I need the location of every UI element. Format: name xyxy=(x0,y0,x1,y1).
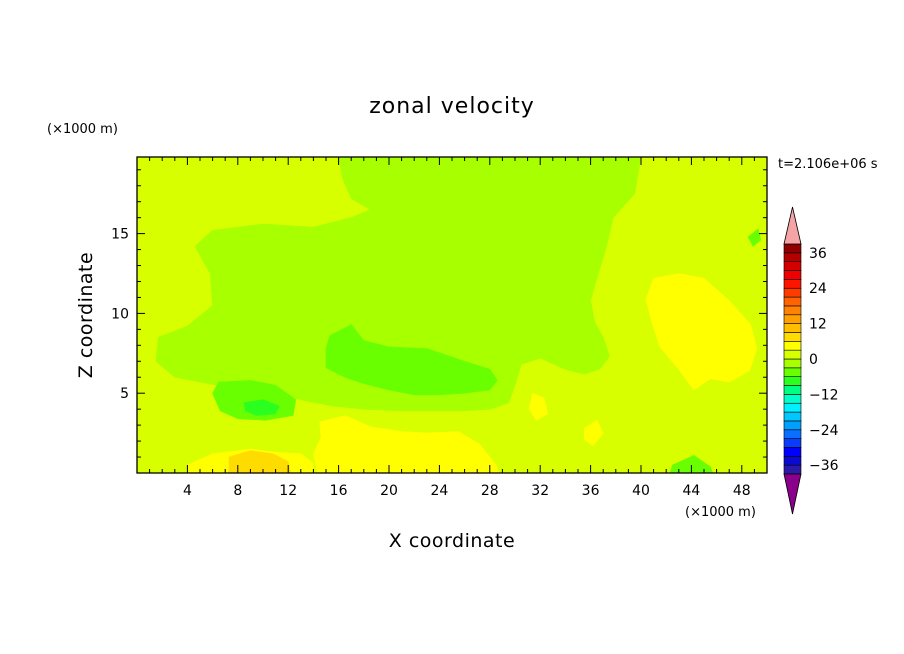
contour-region-11 xyxy=(669,455,714,473)
contour-region-6 xyxy=(528,392,549,421)
x-tick-label: 4 xyxy=(183,483,192,499)
contour-region-10 xyxy=(243,399,280,416)
colorbar-swatch xyxy=(783,341,802,351)
colorbar-swatch xyxy=(783,358,802,369)
contour-region-12 xyxy=(747,228,762,247)
colorbar-swatch xyxy=(783,305,802,316)
y-tick-label: 15 xyxy=(111,227,129,243)
y-tick-label: 5 xyxy=(120,386,129,402)
colorbar: −36 −24 −12 0 12 24 36 xyxy=(783,206,839,515)
colorbar-tick-label: 36 xyxy=(809,246,827,262)
x-tick-label: 44 xyxy=(682,483,700,499)
colorbar-tick-label: −24 xyxy=(809,423,839,439)
contour-region-1 xyxy=(155,157,642,412)
x-tick-label: 12 xyxy=(279,483,297,499)
colorbar-swatch xyxy=(783,279,802,289)
colorbar-tick-label: 24 xyxy=(809,281,827,297)
colorbar-swatch xyxy=(783,252,802,262)
colorbar-over-arrow xyxy=(783,206,802,245)
colorbar-swatch xyxy=(783,411,802,422)
colorbar-swatch xyxy=(783,270,802,280)
x-tick-label: 36 xyxy=(582,483,600,499)
colorbar-swatch xyxy=(783,332,802,342)
colorbar-swatch xyxy=(783,447,802,457)
colorbar-swatch xyxy=(783,349,802,360)
colorbar-swatch xyxy=(783,456,802,466)
colorbar-tick-label: 0 xyxy=(809,352,818,368)
colorbar-under-arrow xyxy=(783,473,802,515)
x-tick-label: 32 xyxy=(531,483,549,499)
colorbar-swatch xyxy=(783,287,802,298)
x-tick-label: 40 xyxy=(632,483,650,499)
contour-region-3 xyxy=(313,415,499,473)
colorbar-swatch xyxy=(783,385,802,395)
colorbar-swatch xyxy=(783,261,802,271)
colorbar-swatch xyxy=(783,438,802,448)
contour-region-2 xyxy=(645,273,758,391)
x-tick-label: 20 xyxy=(380,483,398,499)
colorbar-tick-label: −12 xyxy=(809,387,839,403)
y-axis: 5 10 15 xyxy=(111,169,767,458)
colorbar-swatch xyxy=(783,296,802,307)
x-tick-label: 16 xyxy=(330,483,348,499)
x-tick-label: 28 xyxy=(481,483,499,499)
colorbar-swatch xyxy=(783,243,802,254)
chart-title: zonal velocity xyxy=(369,94,535,119)
x-tick-label: 48 xyxy=(733,483,751,499)
colorbar-tick-label: 12 xyxy=(809,317,827,333)
colorbar-tick-label: −36 xyxy=(809,458,839,474)
plot-area xyxy=(136,156,768,474)
contour-region-8 xyxy=(325,324,498,396)
y-axis-label: Z coordinate xyxy=(75,252,97,378)
colorbar-swatch xyxy=(783,429,802,439)
colorbar-swatch xyxy=(783,394,802,404)
colorbar-swatch xyxy=(783,420,802,431)
time-label: t=2.106e+06 s xyxy=(778,157,878,172)
y-tick-label: 10 xyxy=(111,306,129,322)
x-axis: 4 8 12 16 20 24 28 32 36 40 44 48 xyxy=(149,157,755,499)
colorbar-swatch xyxy=(783,376,802,386)
colorbar-swatch xyxy=(783,323,802,333)
y-unit-label: (×1000 m) xyxy=(47,122,118,137)
colorbar-swatch xyxy=(783,367,802,377)
x-unit-label: (×1000 m) xyxy=(685,505,756,520)
colorbar-swatch xyxy=(783,314,802,324)
colorbar-swatch xyxy=(783,402,802,413)
x-axis-label: X coordinate xyxy=(389,530,515,552)
colorbar-swatch xyxy=(783,464,802,475)
contour-region-5 xyxy=(228,450,292,473)
x-tick-label: 8 xyxy=(233,483,242,499)
x-tick-label: 24 xyxy=(430,483,448,499)
contour-region-7 xyxy=(583,419,604,447)
